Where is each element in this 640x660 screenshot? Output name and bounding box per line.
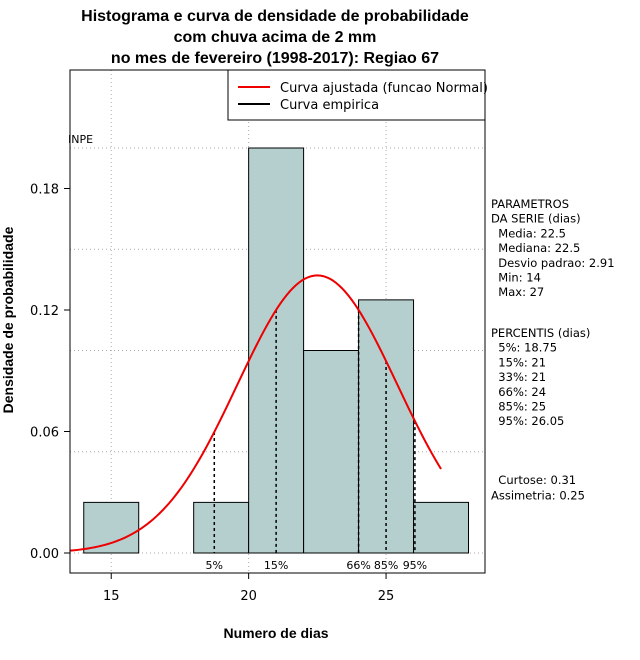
percentile-lines: 5% 15% 66% 85% 95% [206,309,427,572]
params-line: Max: 27 [491,285,544,299]
legend: Curva ajustada (funcao Normal) Curva empi… [227,69,488,121]
x-tick-label: 25 [378,589,395,604]
title-line: com chuva acima de 2 mm [174,29,377,46]
params-line: PARAMETROS [491,197,569,211]
histogram-bar [248,147,305,554]
y-tick-label: 0.06 [30,426,59,441]
source-label: INPE [68,133,93,146]
params-line: Desvio padrao: 2.91 [491,256,615,270]
params-line: Min: 14 [491,271,541,285]
axes: 15 20 25 0.00 0.06 0.12 0.18 Numero de dias Dens… [0,133,394,641]
histogram-bar [303,350,360,554]
histogram-bar [83,501,140,554]
percentile-label: 95% [403,559,427,572]
y-tick-label: 0.00 [30,547,59,562]
percentile-label: 66% [346,559,370,572]
legend-label: Curva ajustada (funcao Normal) [280,81,488,96]
x-axis-title: Numero de dias [223,625,328,641]
legend-label: Curva empirica [280,98,379,113]
params-line: Media: 22.5 [491,226,566,240]
histogram-bars [83,147,470,554]
title-line: no mes de fevereiro (1998-2017): Regiao … [111,50,439,67]
shape-line: Curtose: 0.31 [491,473,576,487]
y-tick-label: 0.12 [30,304,59,319]
histogram-bar [358,299,415,554]
legend-box [227,69,486,121]
percentis-line: 66%: 24 [491,385,546,399]
normal-curve [69,274,442,552]
y-tick-label: 0.18 [30,183,59,198]
percentis-line: PERCENTIS (dias) [491,326,590,340]
percentis-line: 33%: 21 [491,370,546,384]
chart-title: Histograma e curva de densidade de proba… [81,8,469,67]
x-tick-label: 15 [103,589,120,604]
percentis-line: 95%: 26.05 [491,414,564,428]
histogram-bar [413,501,470,554]
percentile-label: 15% [264,559,288,572]
params-line: DA SERIE (dias) [491,212,581,226]
x-tick-label: 20 [240,589,257,604]
normal-curve-line [69,274,442,552]
params-line: Mediana: 22.5 [491,241,580,255]
histogram-bar [193,501,250,554]
shape-line: Assimetria: 0.25 [491,489,585,503]
title-line: Histograma e curva de densidade de proba… [81,8,469,25]
percentile-label: 85% [374,559,398,572]
percentis-line: 15%: 21 [491,355,546,369]
percentis-line: 5%: 18.75 [491,341,557,355]
percentis-line: 85%: 25 [491,400,546,414]
percentile-label: 5% [206,559,223,572]
y-axis-title: Densidade de probabilidade [0,226,16,413]
